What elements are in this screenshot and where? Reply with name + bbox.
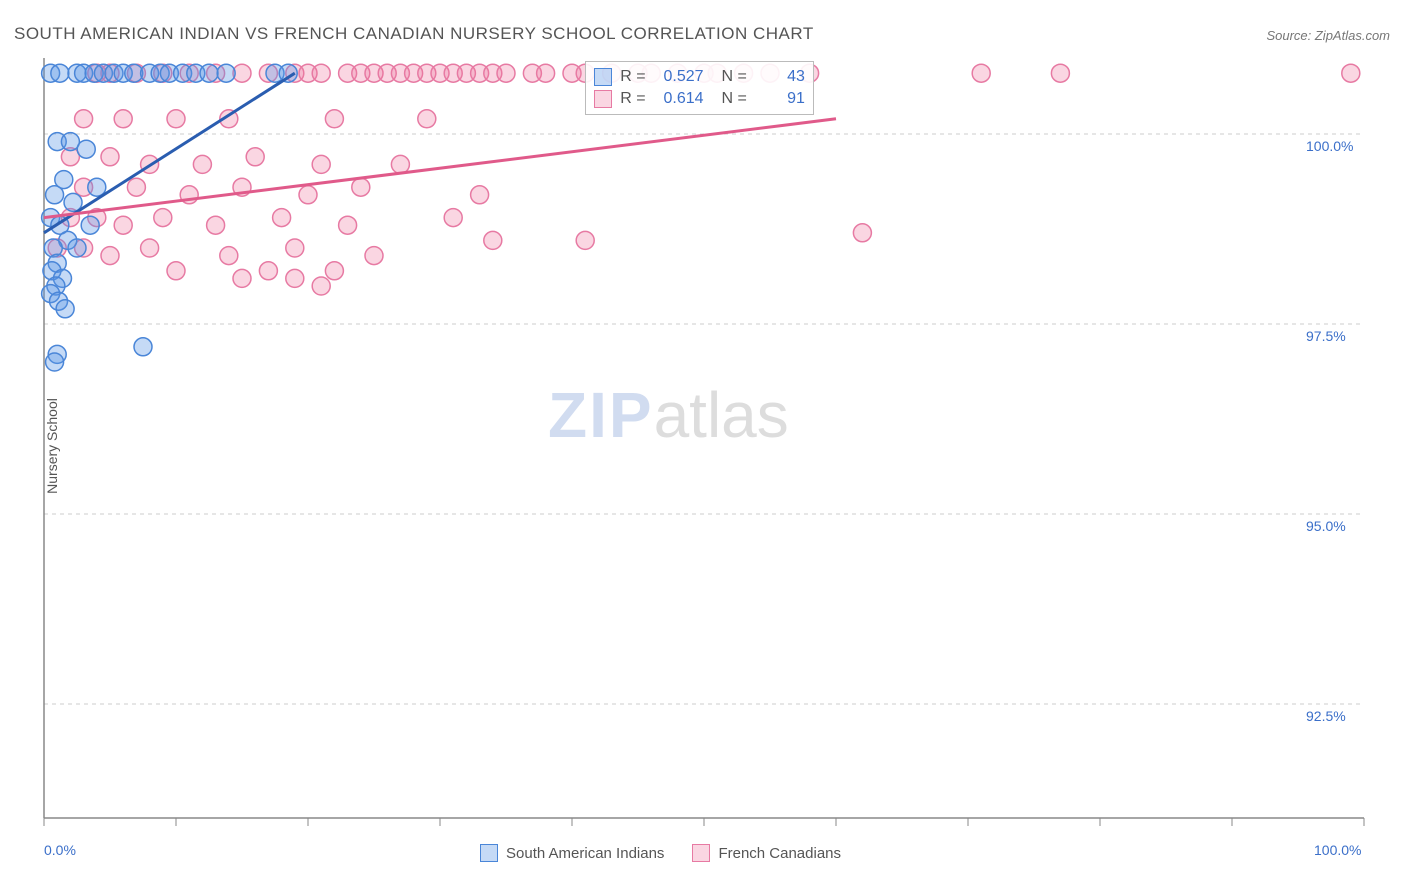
legend-label: South American Indians <box>506 845 664 862</box>
y-tick-label: 97.5% <box>1306 328 1346 344</box>
y-tick-label: 100.0% <box>1306 138 1353 154</box>
y-tick-label: 92.5% <box>1306 708 1346 724</box>
correlation-stats-box: R = 0.527 N = 43 R = 0.614 N = 91 <box>585 61 814 115</box>
r-label: R = <box>620 68 645 86</box>
legend-label: French Canadians <box>718 845 841 862</box>
r-value: 0.527 <box>654 68 704 86</box>
x-tick-label: 100.0% <box>1314 842 1361 858</box>
legend-item-fc: French Canadians <box>692 844 841 862</box>
n-label: N = <box>722 90 747 108</box>
legend-item-sai: South American Indians <box>480 844 664 862</box>
stats-row-sai: R = 0.527 N = 43 <box>594 66 805 88</box>
r-value: 0.614 <box>654 90 704 108</box>
swatch-icon <box>594 68 612 86</box>
swatch-icon <box>594 90 612 108</box>
bottom-legend: South American Indians French Canadians <box>480 844 841 862</box>
n-value: 43 <box>755 68 805 86</box>
r-label: R = <box>620 90 645 108</box>
stats-row-fc: R = 0.614 N = 91 <box>594 88 805 110</box>
scatter-plot <box>0 0 1406 892</box>
n-value: 91 <box>755 90 805 108</box>
n-label: N = <box>722 68 747 86</box>
x-tick-label: 0.0% <box>44 842 76 858</box>
swatch-icon <box>480 844 498 862</box>
y-tick-label: 95.0% <box>1306 518 1346 534</box>
swatch-icon <box>692 844 710 862</box>
